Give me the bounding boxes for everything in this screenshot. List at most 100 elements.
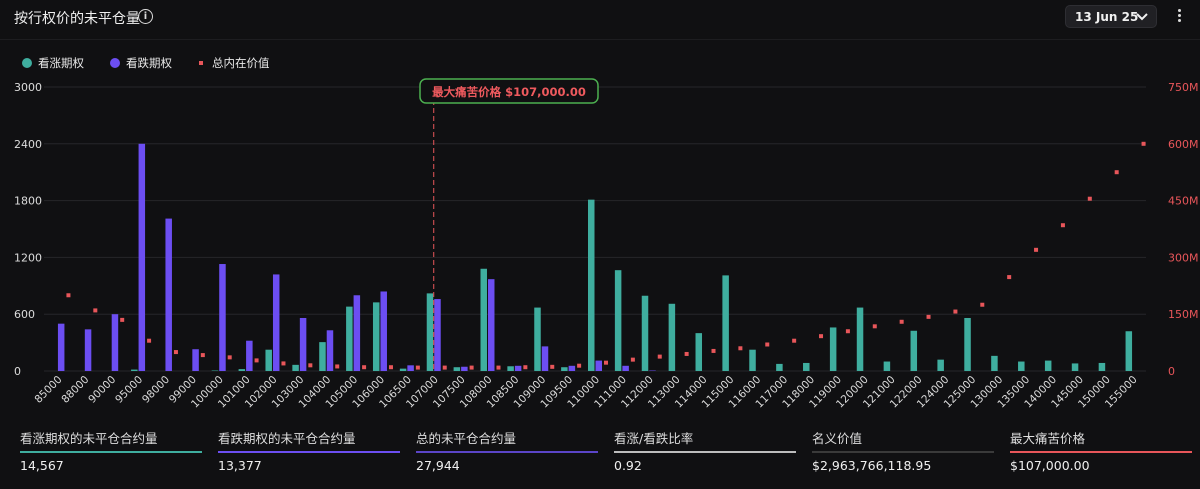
bar-call — [426, 293, 434, 371]
x-tick-label: 95000 — [113, 374, 145, 406]
bar-call — [346, 306, 353, 371]
bar-put — [487, 279, 495, 371]
date-selector[interactable]: 13 Jun 25 — [1065, 5, 1157, 28]
stat-underline — [614, 451, 796, 453]
bar-call — [937, 359, 944, 371]
stat-underline — [1010, 451, 1192, 453]
y-tick-label-right: 0 — [1168, 365, 1175, 378]
bar-call — [695, 333, 703, 371]
intrinsic-value-point — [630, 357, 635, 362]
bar-put — [219, 264, 226, 371]
bar-call — [883, 361, 891, 371]
bar-call — [749, 349, 756, 371]
legend-item-calls[interactable]: 看涨期权 — [22, 55, 84, 71]
intrinsic-value-point — [362, 365, 367, 370]
stat-label: 总的未平仓合约量 — [416, 431, 517, 446]
intrinsic-value-point — [1060, 223, 1065, 228]
bar-call — [238, 369, 246, 371]
bar-put — [622, 365, 629, 371]
stat-total-oi: 总的未平仓合约量 27,944 — [410, 420, 598, 480]
intrinsic-value-point — [604, 360, 608, 365]
date-selector-label: 13 Jun 25 — [1075, 10, 1139, 24]
stat-label: 看涨期权的未平仓合约量 — [20, 431, 158, 446]
bar-call — [856, 307, 864, 371]
chevron-down-icon — [1136, 13, 1148, 21]
intrinsic-value-point — [1114, 170, 1119, 175]
intrinsic-value-point — [200, 353, 205, 358]
intrinsic-value-point — [496, 365, 501, 370]
intrinsic-value-point — [442, 365, 447, 370]
bar-call — [292, 364, 299, 371]
bar-call — [803, 362, 810, 371]
bar-put — [353, 295, 361, 371]
bar-call — [561, 367, 568, 371]
bar-put — [165, 218, 172, 371]
intrinsic-value-point — [388, 365, 393, 370]
intrinsic-value-point — [765, 342, 770, 347]
stat-max-pain: 最大痛苦价格 $107,000.00 — [1004, 420, 1192, 480]
stat-value: $2,963,766,118.95 — [812, 458, 932, 473]
bar-put — [326, 330, 334, 371]
intrinsic-value-point — [523, 365, 528, 370]
x-tick-label: 85000 — [32, 374, 64, 406]
bar-call — [614, 270, 622, 371]
intrinsic-value-point — [711, 348, 716, 353]
intrinsic-value-point — [308, 363, 313, 368]
bar-put — [568, 365, 576, 371]
x-tick-label: 98000 — [140, 374, 172, 406]
bar-put — [541, 346, 549, 371]
bar-call — [319, 342, 326, 371]
bar-put — [246, 340, 253, 371]
stat-label: 最大痛苦价格 — [1010, 431, 1086, 446]
intrinsic-value-point — [66, 293, 71, 298]
stat-underline — [20, 451, 202, 453]
x-tick-label: 88000 — [59, 374, 91, 406]
stat-underline — [812, 451, 994, 453]
y-tick-label-left: 0 — [14, 365, 21, 378]
bar-put — [434, 299, 441, 371]
legend-item-intrinsic[interactable]: 总内在价值 — [196, 55, 270, 71]
y-tick-label-right: 450M — [1168, 195, 1199, 208]
stat-put-oi: 看跌期权的未平仓合约量 13,377 — [212, 420, 400, 480]
bar-call — [372, 302, 380, 371]
bar-call — [722, 275, 729, 371]
divider — [0, 39, 1200, 40]
stat-underline — [218, 451, 400, 453]
intrinsic-value-point — [281, 361, 286, 366]
intrinsic-value-point — [173, 350, 178, 355]
max-pain-label-box — [419, 78, 599, 104]
intrinsic-value-point — [684, 351, 689, 356]
bar-put — [407, 365, 414, 371]
bar-call — [588, 199, 595, 371]
open-interest-chart: 0 600 1200 1800 2400 3000 0 150M 300M 450M 600M 750… — [14, 78, 1199, 410]
bar-call — [910, 330, 918, 371]
bar-put — [111, 314, 119, 371]
legend-item-puts[interactable]: 看跌期权 — [110, 55, 172, 71]
bar-call — [1125, 331, 1133, 371]
stat-value: 14,567 — [20, 458, 64, 473]
stat-value: 27,944 — [416, 458, 460, 473]
bar-put — [461, 366, 468, 371]
bar-put — [595, 360, 602, 371]
stats-row: 看涨期权的未平仓合约量 14,567 看跌期权的未平仓合约量 13,377 总的… — [0, 420, 1200, 489]
x-tick-label: 90000 — [86, 374, 118, 406]
stat-put-call-ratio: 看涨/看跌比率 0.92 — [608, 420, 796, 480]
bar-call — [1098, 362, 1106, 371]
info-icon[interactable]: i — [138, 9, 153, 24]
more-vertical-icon[interactable] — [1176, 9, 1182, 25]
y-tick-label-right: 300M — [1168, 251, 1199, 264]
max-pain-label: 最大痛苦价格 $107,000.00 — [432, 85, 586, 99]
y-tick-label-left: 1200 — [14, 251, 42, 264]
bar-call — [668, 303, 676, 371]
y-tick-label-left: 3000 — [14, 81, 42, 94]
legend-label-calls: 看涨期权 — [38, 56, 84, 70]
bar-call — [1044, 360, 1052, 371]
intrinsic-value-point — [819, 334, 824, 339]
intrinsic-value-point — [980, 302, 985, 307]
stat-value: 13,377 — [218, 458, 262, 473]
bar-call — [480, 268, 487, 371]
bar-put — [192, 349, 199, 371]
bar-call — [399, 368, 407, 371]
bar-call — [131, 369, 138, 371]
bar-put — [380, 291, 387, 371]
